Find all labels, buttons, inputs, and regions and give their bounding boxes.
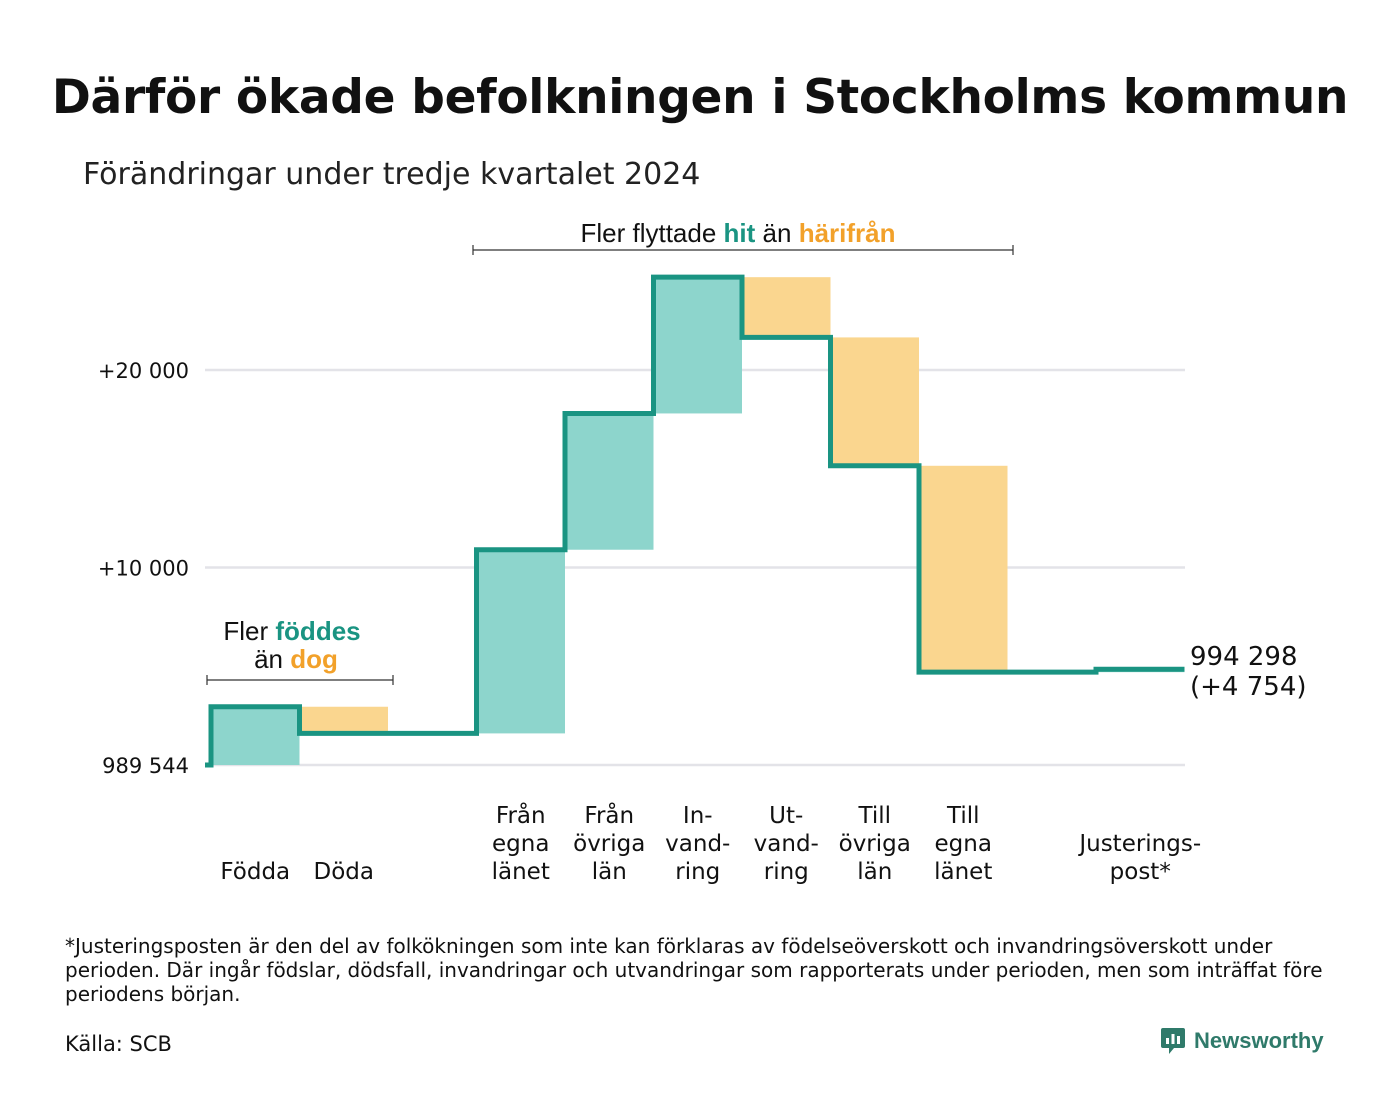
- category-label: Från: [496, 801, 546, 829]
- category-label: ring: [764, 859, 809, 885]
- footnote: *Justeringsposten är den del av folkökni…: [65, 934, 1323, 1006]
- category-label: Födda: [220, 859, 290, 885]
- brand-logo: Newsworthy: [1160, 1026, 1324, 1056]
- svg-text:Fler flyttade hit: Fler flyttade hit än härifrån: [580, 218, 895, 248]
- category-label: län: [857, 859, 892, 885]
- bar-invandring: [653, 277, 742, 414]
- brand-name: Newsworthy: [1194, 1028, 1324, 1053]
- chart-subtitle: Förändringar under tredje kvartalet 2024: [83, 157, 701, 192]
- category-label: Till: [946, 803, 980, 829]
- category-label: ring: [675, 859, 720, 885]
- category-label: Justerings-: [1077, 831, 1201, 857]
- category-label: länet: [934, 859, 992, 885]
- source-label: Källa: SCB: [65, 1032, 172, 1056]
- births-annotation-highlight2: dog: [290, 644, 338, 674]
- births-annotation: Fler föddes än dog: [206, 616, 394, 685]
- gridlines: [205, 368, 1185, 767]
- category-label: egna: [935, 831, 992, 857]
- bars: [211, 277, 1185, 765]
- migration-annotation-harifran: härifrån: [799, 218, 896, 248]
- migration-annotation: Fler flyttade hit än härifrån: [472, 218, 1014, 255]
- end-value-labels: 994 298(+4 754): [1190, 642, 1307, 702]
- category-label: övriga: [839, 831, 911, 857]
- category-label: länet: [492, 859, 550, 885]
- migration-annotation-middle: än: [763, 218, 792, 248]
- y-tick-label: +20 000: [98, 359, 189, 383]
- chart-title: Därför ökade befolkningen i Stockholms k…: [51, 70, 1349, 125]
- category-label: övriga: [573, 831, 645, 857]
- bar-från-övriga-län: [565, 413, 654, 550]
- end-change-label: (+4 754): [1190, 672, 1307, 702]
- births-annotation-prefix2: än: [254, 644, 283, 674]
- category-label: In-: [683, 803, 713, 829]
- bar-till-övriga-län: [830, 337, 919, 466]
- births-annotation-prefix: Fler: [223, 616, 268, 646]
- y-axis-tick-labels: 989 544 +10 000 +20 000: [98, 359, 189, 778]
- births-annotation-highlight: föddes: [275, 616, 360, 646]
- bar-födda: [211, 706, 300, 765]
- end-value-label: 994 298: [1190, 642, 1298, 672]
- category-label: egna: [492, 831, 549, 857]
- waterfall-chart: 989 544+10 000+20 000 Födda DödaFrånegnal…: [98, 218, 1307, 885]
- bar-utvandring: [742, 277, 831, 338]
- bar-döda: [299, 706, 388, 734]
- migration-annotation-prefix: Fler flyttade: [580, 218, 716, 248]
- category-labels: Födda DödaFrånegnalänetFrånövrigalänIn-va…: [220, 801, 1201, 885]
- category-label: post*: [1110, 859, 1171, 885]
- newsworthy-logo-icon: [1161, 1028, 1185, 1054]
- running-total-line: [205, 274, 1185, 768]
- category-label: län: [592, 859, 627, 885]
- category-label: Döda: [314, 859, 374, 885]
- svg-text:Fler föddes: Fler föddes: [223, 616, 360, 646]
- bar-till-egna-länet: [919, 465, 1008, 673]
- migration-annotation-hit: hit: [724, 218, 756, 248]
- bar-från-egna-länet: [476, 549, 565, 734]
- running-total-path: [205, 274, 1185, 768]
- category-label: vand-: [665, 831, 730, 857]
- category-label: vand-: [754, 831, 819, 857]
- svg-text:än dog: än dog: [254, 644, 338, 674]
- category-label: Ut-: [769, 803, 803, 829]
- category-label: Från: [584, 801, 634, 829]
- y-tick-label: +10 000: [98, 557, 189, 581]
- y-tick-label: 989 544: [102, 754, 189, 778]
- category-label: Till: [857, 803, 891, 829]
